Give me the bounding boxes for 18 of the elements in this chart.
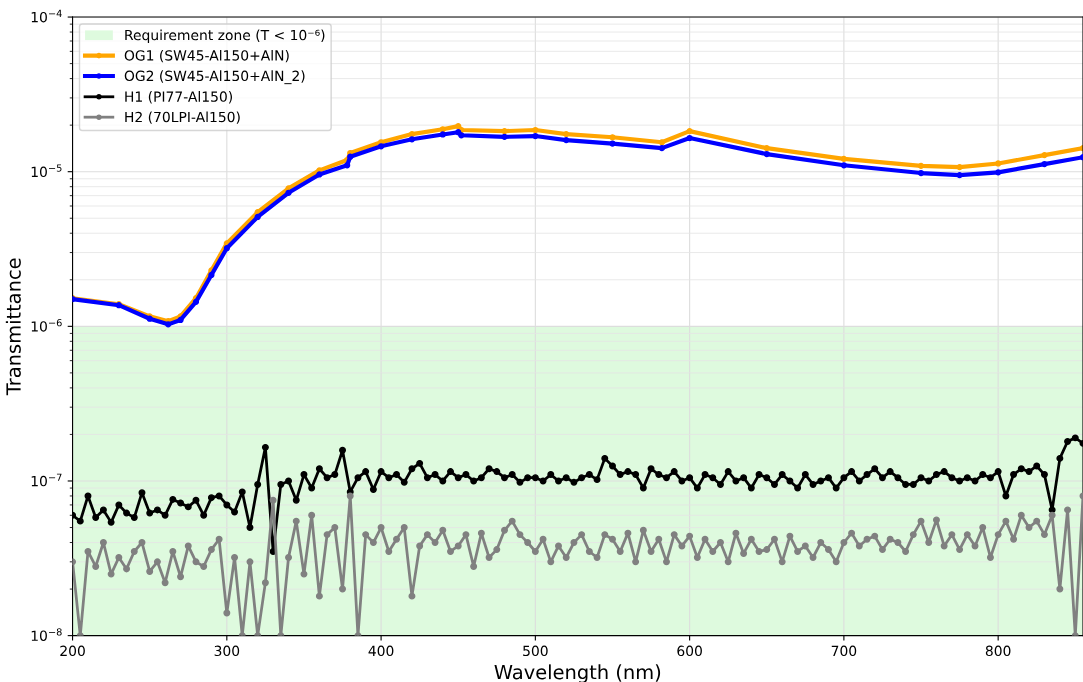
legend-label: H2 (70LPI-Al150): [125, 111, 240, 124]
y-tick-label: 10$^{−7}$: [31, 473, 62, 487]
x-tick-label: 400: [368, 645, 394, 657]
legend-label: H1 (PI77-Al150): [125, 91, 232, 104]
y-tick-label: 10$^{−5}$: [31, 164, 62, 178]
legend-label: OG2 (SW45-Al150+AlN_2): [124, 70, 305, 85]
y-axis-title: Transmittance: [5, 258, 21, 396]
x-tick-label: 300: [214, 645, 240, 657]
x-tick-label: 200: [60, 645, 85, 657]
y-tick-label: 10$^{−6}$: [31, 318, 62, 332]
legend-label: OG1 (SW45-Al150+AlN): [124, 49, 289, 63]
x-tick-label: 600: [677, 645, 702, 657]
legend-label: Requirement zone (T < 10⁻⁶): [125, 29, 325, 43]
y-tick-label: 10$^{−4}$: [31, 9, 62, 23]
y-tick-label: 10$^{−8}$: [31, 628, 62, 641]
x-tick-label: 800: [985, 645, 1011, 657]
x-tick-label: 500: [523, 645, 548, 657]
x-tick-label: 700: [831, 645, 857, 657]
